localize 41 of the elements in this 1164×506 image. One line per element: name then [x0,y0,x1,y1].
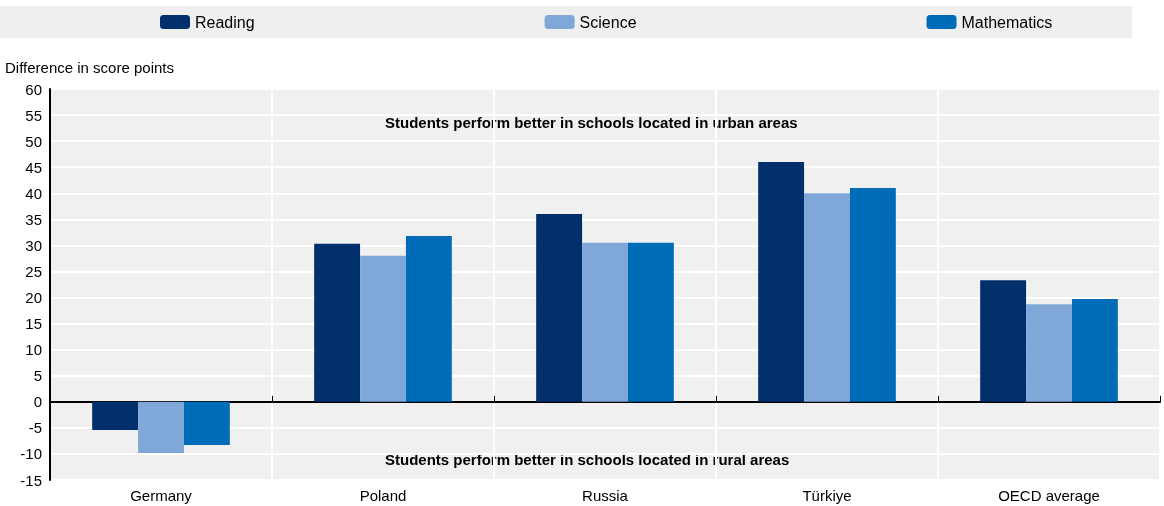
x-tick-label: Türkiye [802,487,852,504]
bar [138,401,184,453]
y-tick-label: 10 [25,341,42,359]
y-tick-label: 40 [25,184,42,202]
x-tick-label: Germany [130,487,193,504]
bar [360,255,406,402]
bar [804,193,850,402]
y-tick-label: 30 [25,236,42,254]
x-tick-label: OECD average [998,487,1100,504]
bar [1071,299,1118,402]
legend-label: Reading [195,13,255,31]
bar [536,214,583,402]
y-tick-label: 5 [33,367,42,385]
bar [627,242,674,402]
y-tick-label: 15 [25,315,42,333]
bar [405,236,452,402]
x-tick-label: Russia [582,487,629,504]
y-tick-label: -15 [20,471,42,489]
y-tick-label: 0 [33,393,42,411]
legend-label: Science [579,13,637,31]
y-tick-label: 50 [25,132,42,150]
y-tick-label: 20 [25,289,42,307]
bar [980,280,1027,402]
x-tick-label: Poland [359,487,407,504]
y-axis-title: Difference in score points [5,59,174,76]
y-tick-label: 45 [25,158,42,176]
bar [849,188,896,402]
bar [758,161,805,402]
y-tick-label: 55 [25,106,42,124]
y-tick-label: 35 [25,210,42,228]
y-tick-label: -10 [20,445,42,463]
y-tick-label: -5 [28,419,42,437]
bar [1026,304,1072,402]
bar [314,243,361,402]
bar [582,242,628,402]
y-tick-label: 60 [25,80,42,98]
legend-label: Mathematics [961,13,1053,31]
bar [183,401,230,446]
y-tick-label: 25 [25,262,42,280]
annotation: Students perform better in schools located in urban areas [385,114,798,132]
bar [92,401,139,430]
